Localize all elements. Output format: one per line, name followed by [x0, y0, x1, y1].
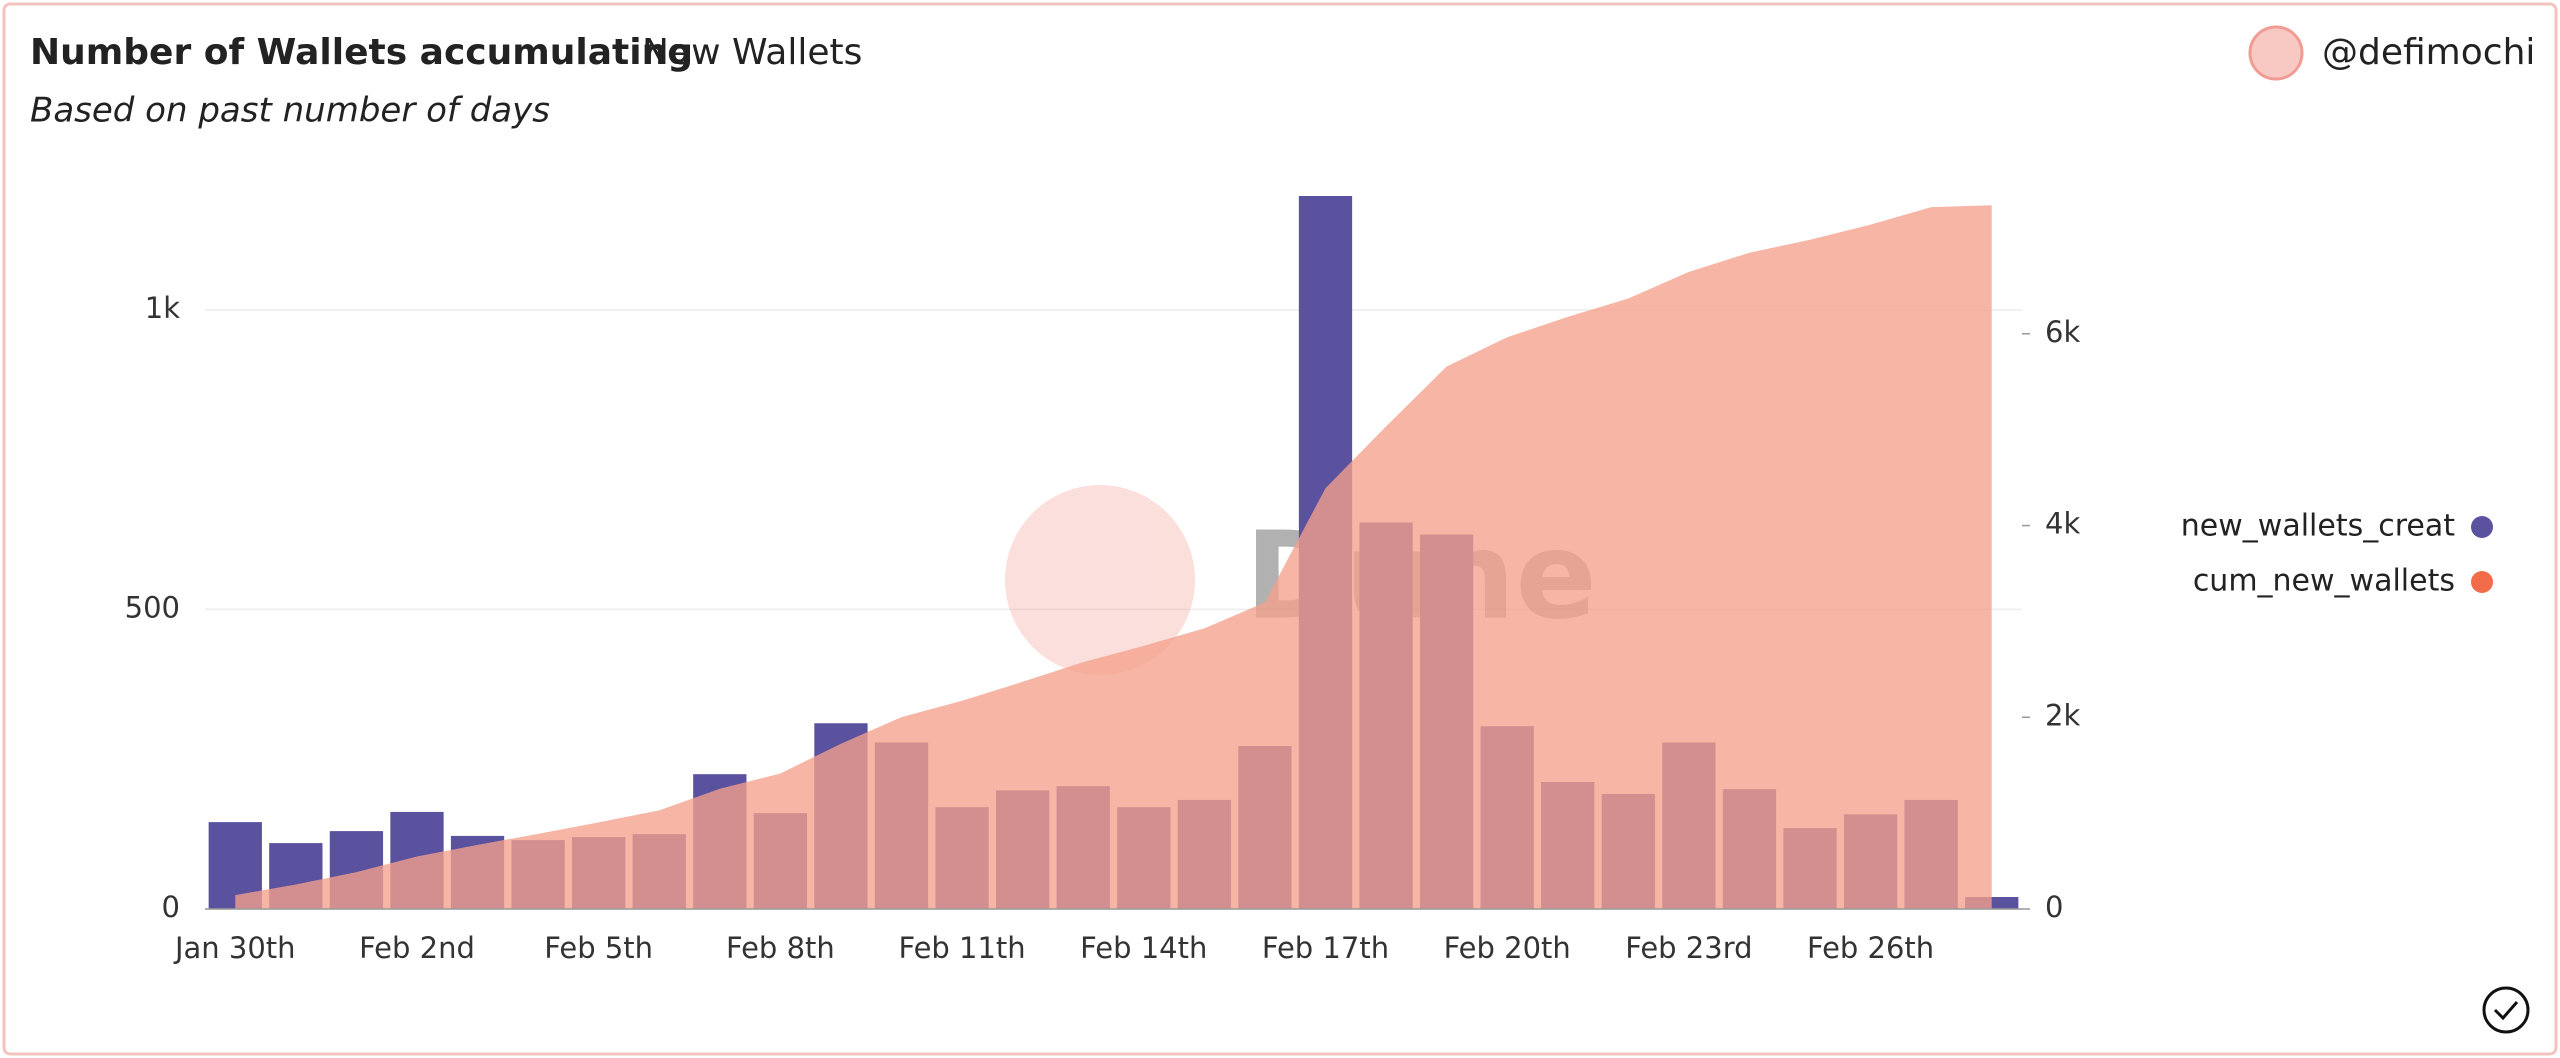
- y-tick-label: 1k: [145, 291, 180, 325]
- y-tick-label: 500: [125, 590, 180, 624]
- x-tick-label: Feb 14th: [1080, 931, 1207, 965]
- legend-label: new_wallets_creat: [2181, 509, 2455, 544]
- x-tick-label: Feb 20th: [1444, 931, 1571, 965]
- x-tick-label: Feb 11th: [898, 931, 1025, 965]
- x-tick-label: Feb 26th: [1807, 931, 1934, 965]
- y2-tick-label: 0: [2045, 890, 2063, 924]
- y2-tick-label: 6k: [2045, 315, 2080, 349]
- x-tick-label: Feb 8th: [726, 931, 835, 965]
- subtitle: Based on past number of days: [30, 91, 550, 131]
- tab-label[interactable]: New Wallets: [642, 32, 862, 73]
- x-tick-label: Feb 5th: [544, 931, 653, 965]
- bar: [1965, 897, 2019, 909]
- legend-swatch: [2471, 571, 2493, 593]
- x-tick-label: Feb 23rd: [1625, 931, 1752, 965]
- watermark-logo: [1005, 485, 1195, 675]
- y2-tick-label: 2k: [2045, 698, 2080, 732]
- area: [235, 205, 1992, 909]
- y2-tick-label: 4k: [2045, 507, 2080, 541]
- x-tick-label: Jan 30th: [173, 931, 296, 965]
- legend-swatch: [2471, 516, 2493, 538]
- x-tick-label: Feb 17th: [1262, 931, 1389, 965]
- avatar[interactable]: [2248, 25, 2304, 81]
- author[interactable]: @defimochi: [2322, 32, 2535, 73]
- y-tick-label: 0: [162, 890, 180, 924]
- legend-label: cum_new_wallets: [2193, 564, 2455, 599]
- chart-title: Number of Wallets accumulating: [30, 32, 693, 73]
- check-icon[interactable]: [2482, 986, 2530, 1034]
- x-tick-label: Feb 2nd: [359, 931, 475, 965]
